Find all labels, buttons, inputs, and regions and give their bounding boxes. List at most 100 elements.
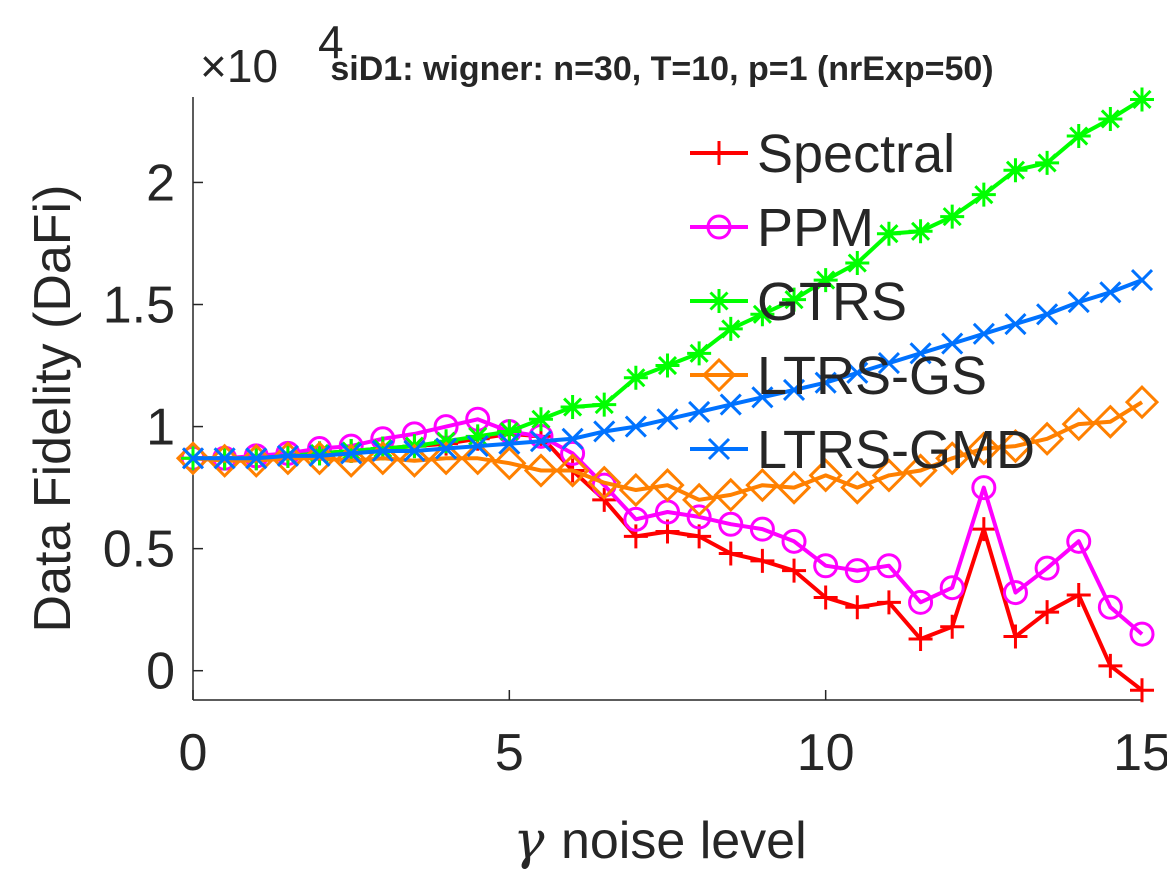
y-axis-label: Data Fidelity (DaFi) (24, 185, 82, 633)
data-point-marker (941, 332, 964, 355)
data-point-marker (587, 465, 622, 500)
plot-axes: 0 5 10 15 0 0.5 1 1.5 2 (103, 97, 1167, 782)
data-point-marker (707, 437, 731, 461)
data-point-marker (845, 251, 870, 276)
data-point-marker (592, 392, 617, 417)
y-exponent-label: ×10 (200, 40, 278, 92)
data-point-marker (308, 444, 331, 467)
legend: Spectral PPM GTRS LTRS-GS LTRS-GMD (690, 124, 1035, 480)
data-point-marker (624, 415, 647, 438)
series-ltrs-gs (175, 385, 1160, 517)
data-point-marker (782, 287, 807, 312)
data-point-marker (1099, 281, 1122, 304)
x-axis-label: γ noise level (513, 811, 806, 871)
data-point-marker (840, 470, 875, 505)
data-point-marker (1035, 150, 1060, 175)
data-point-marker (207, 443, 242, 478)
data-point-marker (876, 221, 901, 246)
data-point-marker (1098, 653, 1123, 678)
legend-label: GTRS (757, 272, 907, 332)
data-point-marker (465, 424, 490, 449)
data-point-marker (939, 575, 965, 601)
data-point-marker (245, 447, 268, 470)
x-axis-label-text: noise level (561, 812, 807, 870)
data-point-marker (1093, 404, 1128, 439)
data-point-marker (213, 447, 236, 470)
data-point-marker (1130, 87, 1154, 112)
data-point-marker (1002, 580, 1028, 606)
data-point-marker (561, 427, 584, 450)
data-point-marker (498, 432, 521, 455)
data-point-marker (701, 357, 737, 393)
data-point-marker (1061, 407, 1096, 442)
data-point-marker (528, 407, 553, 432)
y-tick-label: 0 (146, 643, 175, 701)
data-point-marker (1124, 385, 1160, 420)
data-point-marker (397, 443, 432, 478)
y-tick-label: 1.5 (103, 277, 175, 335)
legend-label: LTRS-GS (757, 346, 987, 406)
legend-label: LTRS-GMD (757, 420, 1035, 480)
data-point-marker (403, 439, 426, 463)
data-point-marker (686, 504, 712, 530)
data-point-marker (1003, 158, 1028, 183)
legend-entry: GTRS (690, 272, 907, 332)
data-point-marker (1130, 678, 1154, 703)
data-point-marker (808, 458, 843, 493)
data-point-marker (1004, 312, 1027, 336)
data-point-marker (618, 472, 653, 508)
legend-entry: Spectral (690, 124, 955, 184)
gamma-symbol: γ (513, 811, 561, 871)
series-layer (175, 87, 1160, 703)
y-tick-label: 0.5 (103, 521, 175, 579)
data-point-marker (719, 393, 742, 416)
data-point-marker (523, 453, 559, 488)
data-point-marker (749, 516, 775, 542)
data-point-marker (270, 441, 306, 476)
data-point-marker (1129, 621, 1155, 647)
x-tick-label: 10 (797, 724, 855, 782)
data-point-marker (909, 342, 932, 365)
data-point-marker (688, 400, 711, 423)
data-point-marker (339, 438, 364, 463)
y-tick-label: 2 (146, 154, 175, 212)
data-point-marker (623, 524, 648, 549)
data-point-marker (706, 214, 732, 240)
series-ltrs-gmd (181, 269, 1154, 470)
data-point-marker (1034, 555, 1060, 581)
chart-title: siD1: wigner: n=30, T=10, p=1 (nrExp=50) (330, 50, 993, 88)
data-point-marker (844, 558, 870, 584)
data-point-marker (460, 441, 495, 476)
data-point-marker (656, 408, 679, 431)
data-point-marker (972, 322, 995, 345)
data-point-marker (655, 353, 680, 378)
data-point-marker (935, 441, 970, 476)
data-point-marker (876, 590, 901, 615)
series-line (192, 400, 1144, 502)
data-point-marker (813, 553, 839, 579)
data-point-marker (181, 447, 205, 470)
data-point-marker (814, 371, 837, 394)
data-point-marker (1066, 583, 1091, 608)
data-point-marker (687, 341, 712, 366)
data-point-marker (750, 548, 775, 573)
data-point-marker (555, 453, 590, 488)
data-point-marker (971, 182, 996, 207)
data-point-marker (966, 431, 1001, 466)
data-point-marker (492, 446, 527, 481)
data-point-marker (998, 428, 1033, 464)
legend-label: Spectral (757, 124, 955, 184)
data-point-marker (908, 626, 933, 651)
data-point-marker (593, 420, 616, 443)
data-point-marker (971, 517, 996, 542)
data-point-marker (718, 316, 743, 341)
data-point-marker (682, 482, 717, 517)
data-point-marker (435, 437, 458, 460)
data-point-marker (908, 589, 934, 615)
data-point-marker (751, 386, 774, 409)
data-point-marker (428, 441, 464, 476)
legend-entry: PPM (690, 198, 874, 258)
data-point-marker (940, 204, 965, 229)
data-point-marker (745, 468, 780, 503)
